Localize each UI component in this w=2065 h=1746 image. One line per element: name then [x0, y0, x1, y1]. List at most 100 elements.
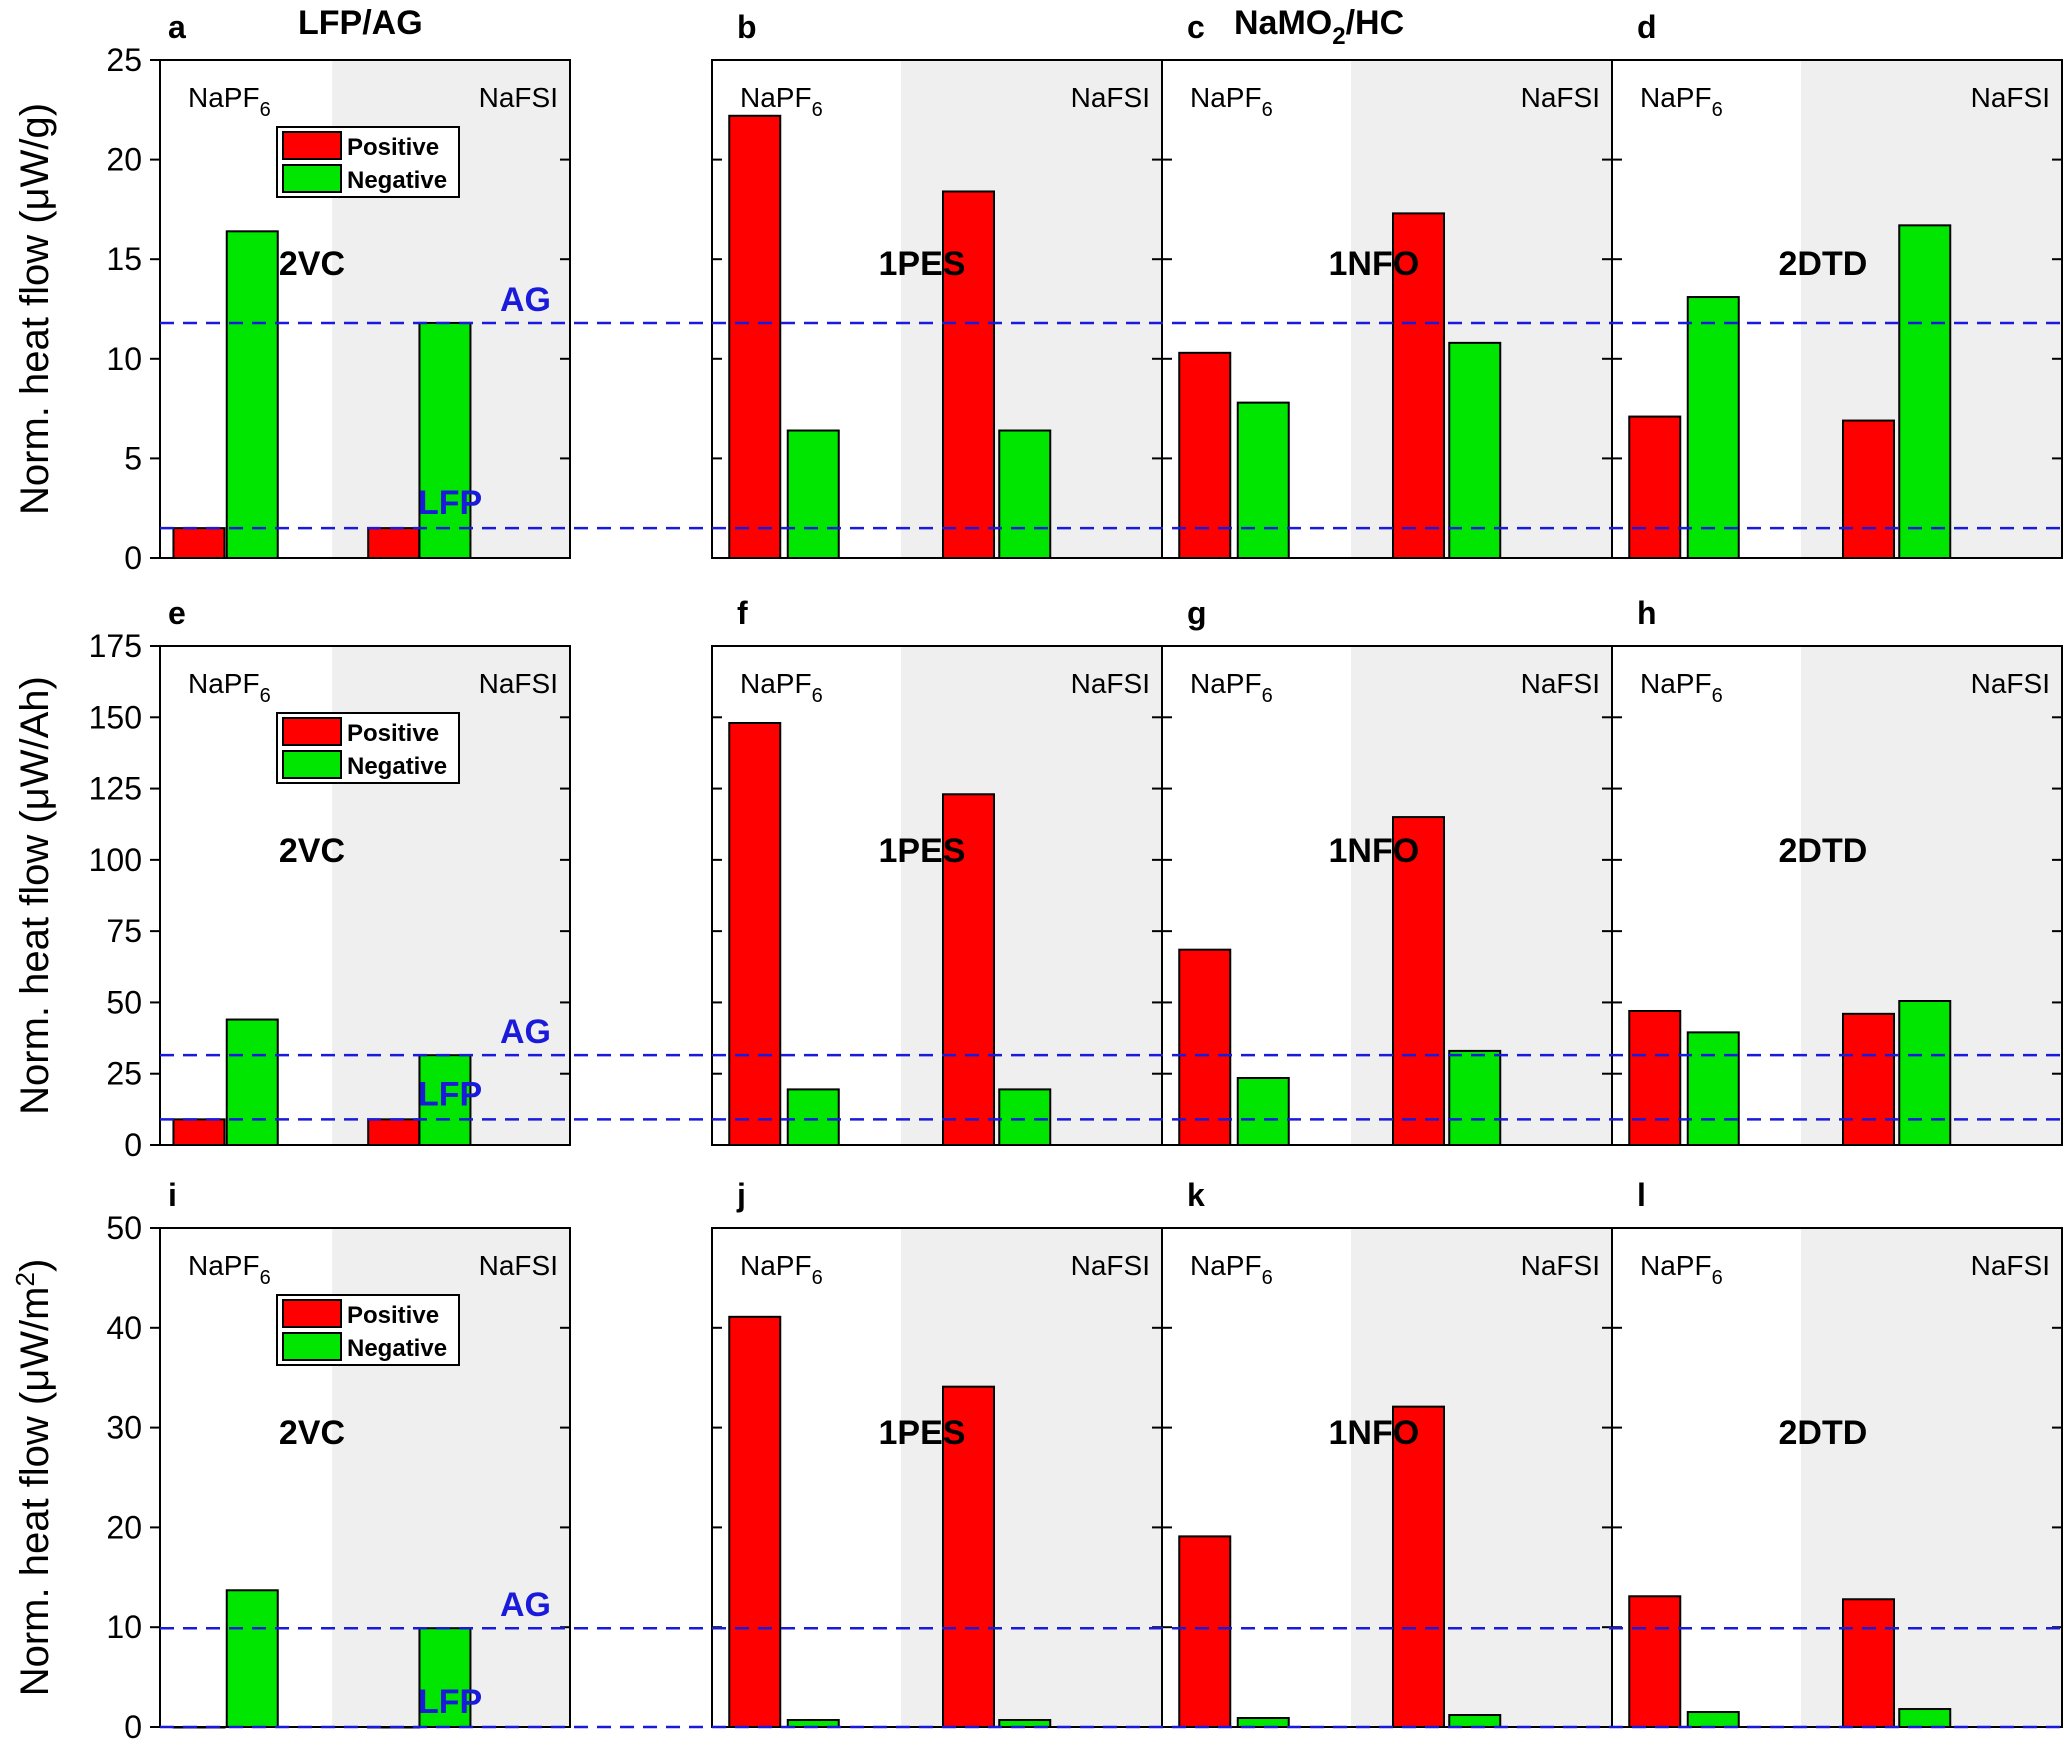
bar-positive-nafsi	[1842, 1012, 1895, 1146]
salt-label-nafsi: NaFSI	[1071, 1250, 1150, 1281]
additive-label: 2VC	[279, 1414, 345, 1452]
bar-positive-napf6	[1628, 1009, 1682, 1146]
bar-negative-nafsi	[1448, 341, 1502, 560]
bar-negative-nafsi	[998, 1088, 1052, 1146]
salt-label-nafsi: NaFSI	[479, 1250, 558, 1281]
bar-positive-nafsi	[942, 190, 995, 560]
salt-label-napf6: NaPF6	[188, 668, 271, 707]
bar-negative-nafsi	[1898, 1708, 1952, 1729]
bar-negative-napf6	[1236, 1717, 1290, 1728]
additive-label: 2VC	[279, 245, 345, 283]
panel-k: k NaPF6 NaFSI 1NFO	[1161, 1177, 1613, 1729]
panel-letter: a	[168, 9, 186, 45]
bar-positive-napf6	[728, 1315, 782, 1729]
panel-frame	[1611, 59, 2063, 559]
bar-positive-nafsi	[367, 1118, 421, 1147]
panel-letter: k	[1187, 1177, 1205, 1213]
y-tick-label: 0	[124, 1709, 142, 1745]
y-tick-label: 0	[124, 1127, 142, 1163]
salt-label-napf6: NaPF6	[1640, 82, 1723, 121]
y-axis-label: Norm. heat flow (μW/Ah)	[13, 676, 57, 1115]
salt-label-napf6: NaPF6	[740, 1250, 823, 1289]
legend-swatch-negative	[282, 750, 342, 779]
bar-negative-napf6	[1236, 1076, 1290, 1147]
legend: Positive Negative	[276, 126, 460, 198]
reference-lines	[160, 1053, 2062, 1121]
salt-label-napf6: NaPF6	[1190, 82, 1273, 121]
bar-negative-napf6	[1686, 1711, 1740, 1729]
nafsi-shade	[901, 1228, 1162, 1727]
ref-label-lfp: LFP	[418, 1075, 482, 1113]
bar-positive-napf6	[728, 721, 782, 1146]
y-tick-label: 125	[89, 771, 142, 807]
panel-c: c NaPF6 NaFSI 1NFO	[1161, 9, 1613, 560]
reference-lines	[160, 1626, 2062, 1729]
bar-positive-napf6	[1178, 1535, 1232, 1728]
legend-swatch-positive	[282, 131, 342, 160]
panel-letter: f	[737, 595, 748, 631]
bar-positive-nafsi	[1842, 419, 1895, 559]
nafsi-shade	[1351, 1228, 1612, 1727]
bar-negative-napf6	[786, 1088, 840, 1146]
additive-label: 1NFO	[1329, 1414, 1420, 1452]
salt-label-napf6: NaPF6	[1190, 1250, 1273, 1289]
y-tick-label: 150	[89, 699, 142, 735]
salt-label-nafsi: NaFSI	[1971, 82, 2050, 113]
panel-frame	[1611, 645, 2063, 1146]
legend-label-negative: Negative	[347, 1335, 447, 1362]
salt-label-napf6: NaPF6	[188, 82, 271, 121]
additive-label: 2DTD	[1779, 1414, 1868, 1452]
legend: Positive Negative	[276, 1294, 460, 1366]
title-namo2-hc: NaMO2/HC	[1234, 4, 1404, 50]
legend-label-negative: Negative	[347, 167, 447, 194]
y-tick-label: 15	[106, 241, 142, 277]
panel-h: h NaPF6 NaFSI 2DTD	[1611, 595, 2063, 1147]
salt-label-napf6: NaPF6	[740, 668, 823, 707]
salt-label-nafsi: NaFSI	[1071, 82, 1150, 113]
bar-positive-nafsi	[1392, 1405, 1445, 1728]
bar-positive-napf6	[172, 1118, 226, 1147]
panel-l: l NaPF6 NaFSI 2DTD	[1611, 1177, 2063, 1729]
salt-label-napf6: NaPF6	[740, 82, 823, 121]
bar-negative-nafsi	[1448, 1714, 1502, 1729]
y-tick-label: 25	[106, 42, 142, 78]
y-axis-label: Norm. heat flow (μW/m2)	[10, 1259, 57, 1697]
panel-b: b NaPF6 NaFSI 1PES	[711, 9, 1163, 560]
reference-lines	[160, 321, 2062, 530]
bar-negative-nafsi	[418, 321, 472, 559]
bar-positive-nafsi	[942, 793, 995, 1146]
additive-label: 1NFO	[1329, 245, 1420, 283]
y-tick-label: 75	[106, 913, 142, 949]
title-lfp-ag: LFP/AG	[298, 4, 423, 42]
bar-positive-napf6	[728, 114, 782, 559]
y-tick-label: 0	[124, 540, 142, 576]
additive-label: 1PES	[879, 245, 966, 283]
y-tick-label: 50	[106, 984, 142, 1020]
bar-negative-nafsi	[1898, 224, 1952, 559]
salt-label-nafsi: NaFSI	[1971, 668, 2050, 699]
panel-letter: h	[1637, 595, 1657, 631]
bar-positive-nafsi	[1392, 816, 1445, 1146]
legend-swatch-negative	[282, 164, 342, 193]
y-tick-label: 10	[106, 1609, 142, 1645]
salt-label-nafsi: NaFSI	[479, 82, 558, 113]
panel-g: g NaPF6 NaFSI 1NFO	[1161, 595, 1613, 1147]
panel-d: d NaPF6 NaFSI 2DTD	[1611, 9, 2063, 559]
additive-label: 1PES	[879, 1414, 966, 1452]
bar-positive-napf6	[1628, 1595, 1682, 1728]
salt-label-nafsi: NaFSI	[1521, 82, 1600, 113]
salt-label-napf6: NaPF6	[1640, 1250, 1723, 1289]
bar-negative-nafsi	[1448, 1049, 1502, 1146]
ref-label-lfp: LFP	[418, 484, 482, 522]
y-tick-label: 30	[106, 1410, 142, 1446]
legend-swatch-positive	[282, 717, 342, 746]
y-tick-label: 25	[106, 1056, 142, 1092]
bar-negative-napf6	[225, 1018, 279, 1147]
panel-frame	[159, 59, 571, 559]
panel-f: f NaPF6 NaFSI 1PES	[711, 595, 1163, 1146]
panel-e: e NaPF6 NaFSI 2VC	[159, 595, 571, 1147]
salt-label-nafsi: NaFSI	[479, 668, 558, 699]
legend: Positive Negative	[276, 712, 460, 784]
legend-label-negative: Negative	[347, 753, 447, 780]
